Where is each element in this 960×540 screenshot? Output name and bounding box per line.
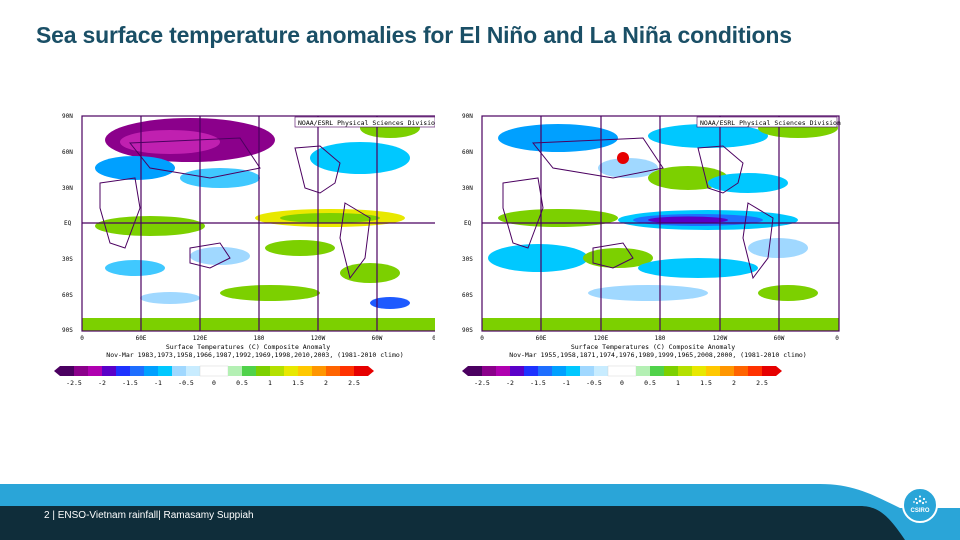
- lon-label: 120W: [311, 335, 326, 342]
- colorbar-tick: 0: [620, 379, 624, 387]
- lon-label: 180: [254, 335, 265, 342]
- colorbar-tick: 2.5: [348, 379, 360, 387]
- colorbar-tick: -2: [506, 379, 514, 387]
- colorbar-tick: 1.5: [292, 379, 304, 387]
- lon-label: 120W: [713, 335, 728, 342]
- colorbar-tick: -0.5: [586, 379, 602, 387]
- csiro-logo-text: CSIRO: [910, 508, 930, 514]
- slide-title: Sea surface temperature anomalies for El…: [36, 22, 792, 48]
- lat-label: 30S: [462, 256, 473, 263]
- colorbar-tick: 0: [212, 379, 216, 387]
- footer-text: 2 | ENSO-Vietnam rainfall| Ramasamy Supp…: [44, 510, 254, 521]
- page-number: 2: [44, 510, 50, 521]
- map-credit: NOAA/ESRL Physical Sciences Division: [700, 119, 841, 127]
- colorbar-tick: 2: [324, 379, 328, 387]
- lon-label: 0: [432, 335, 435, 342]
- lon-label: 180: [655, 335, 666, 342]
- lat-label: 30S: [62, 256, 73, 263]
- lat-label: 60S: [62, 292, 73, 299]
- footer-label: ENSO-Vietnam rainfall| Ramasamy Suppiah: [57, 510, 254, 521]
- colorbar-tick: -2.5: [474, 379, 490, 387]
- colorbar-tick: 0.5: [236, 379, 248, 387]
- lat-label: 30N: [62, 185, 73, 192]
- lat-label: 90S: [62, 327, 73, 334]
- colorbar-tick: -1: [154, 379, 162, 387]
- colorbar-tick: -0.5: [178, 379, 194, 387]
- map-la-nina-figure: NOAA/ESRL Physical Sciences Division 90N…: [462, 113, 841, 387]
- lon-label: 0: [80, 335, 84, 342]
- lon-label: 0: [835, 335, 839, 342]
- lon-label: 60E: [536, 335, 547, 342]
- map-la-nina: NOAA/ESRL Physical Sciences Division 90N…: [448, 108, 843, 390]
- footer-separator: |: [52, 510, 55, 521]
- caption-years: Nov-Mar 1983,1973,1958,1966,1987,1992,19…: [106, 351, 403, 359]
- colorbar: [462, 365, 782, 377]
- lon-label: 60W: [372, 335, 383, 342]
- lat-label: 90N: [62, 113, 73, 120]
- colorbar-tick: -1.5: [530, 379, 546, 387]
- lat-label: 60N: [62, 149, 73, 156]
- lon-label: 0: [480, 335, 484, 342]
- csiro-logo-icon: [913, 495, 927, 505]
- colorbar-tick: 1: [268, 379, 272, 387]
- lat-label: EQ: [64, 220, 72, 227]
- caption-title: Surface Temperatures (C) Composite Anoma…: [166, 343, 330, 351]
- lat-label: EQ: [464, 220, 472, 227]
- lat-label: 60N: [462, 149, 473, 156]
- map-credit: NOAA/ESRL Physical Sciences Division: [298, 119, 435, 127]
- colorbar-tick: -2: [98, 379, 106, 387]
- lon-label: 120E: [594, 335, 609, 342]
- colorbar-tick: 2.5: [756, 379, 768, 387]
- colorbar-tick: -1: [562, 379, 570, 387]
- lat-label: 30N: [462, 185, 473, 192]
- colorbar-tick: 1: [676, 379, 680, 387]
- lat-label: 90S: [462, 327, 473, 334]
- colorbar-tick: 2: [732, 379, 736, 387]
- colorbar: [54, 365, 374, 377]
- lon-label: 60W: [774, 335, 785, 342]
- map-el-nino: NOAA/ESRL Physical Sciences Division 90N…: [40, 108, 435, 390]
- lat-label: 60S: [462, 292, 473, 299]
- lon-label: 120E: [193, 335, 208, 342]
- lat-label: 90N: [462, 113, 473, 120]
- lon-label: 60E: [136, 335, 147, 342]
- caption-title: Surface Temperatures (C) Composite Anoma…: [571, 343, 735, 351]
- colorbar-tick: -1.5: [122, 379, 138, 387]
- footer-band: [0, 478, 960, 540]
- colorbar-tick: 1.5: [700, 379, 712, 387]
- csiro-logo: CSIRO: [902, 487, 938, 523]
- colorbar-tick: 0.5: [644, 379, 656, 387]
- map-el-nino-figure: NOAA/ESRL Physical Sciences Division 90N…: [54, 113, 435, 387]
- colorbar-tick: -2.5: [66, 379, 82, 387]
- caption-years: Nov-Mar 1955,1958,1871,1974,1976,1989,19…: [509, 351, 806, 359]
